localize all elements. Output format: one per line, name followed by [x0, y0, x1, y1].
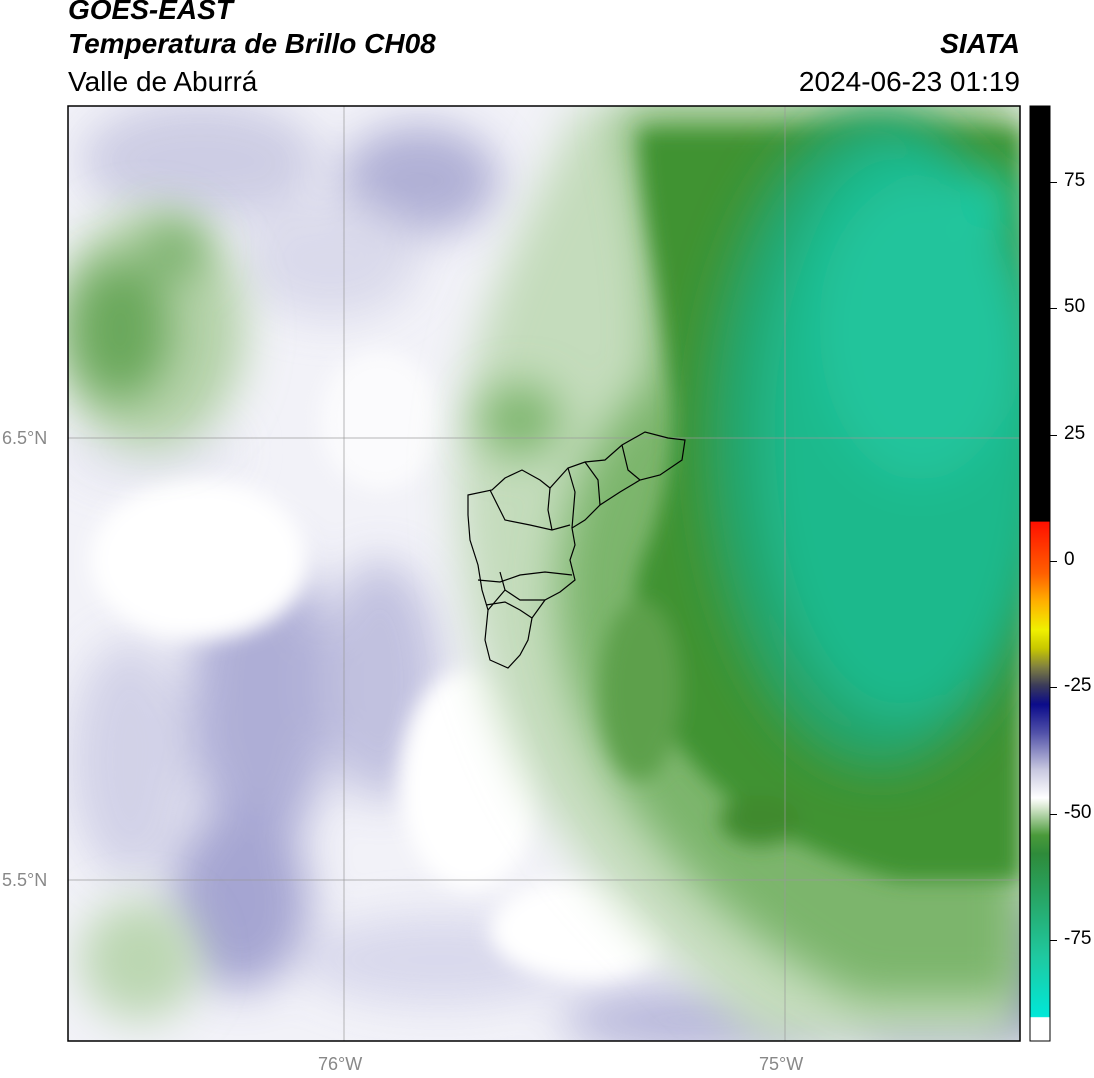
colorbar-tick-label: -25 [1064, 675, 1092, 697]
colorbar-tick-mark [1050, 560, 1057, 562]
colorbar-tick-label: 50 [1064, 296, 1086, 318]
lat-label-5-5: 5.5°N [2, 870, 48, 890]
title-line2: Temperatura de Brillo CH08 [68, 28, 436, 59]
lon-label-75w: 75°W [759, 1054, 804, 1074]
colorbar-tick-mark [1050, 939, 1057, 941]
brand-label: SIATA [940, 28, 1020, 59]
map-frame [67, 105, 1021, 1042]
colorbar-tick-label: 75 [1064, 169, 1086, 191]
colorbar [1030, 106, 1050, 1041]
lat-label-6-5: 6.5°N [2, 428, 48, 448]
colorbar-tick-mark [1050, 434, 1057, 436]
colorbar-tick-mark [1050, 687, 1057, 689]
brightness-temperature-field [68, 106, 1020, 1041]
colorbar-tick-label: 25 [1064, 422, 1086, 444]
colorbar-tick-mark [1050, 181, 1057, 183]
colorbar-tick-label: -50 [1064, 801, 1092, 823]
colorbar-tick-label: -75 [1064, 927, 1092, 949]
title-line1: GOES-EAST [68, 0, 233, 25]
colorbar-tick-label: 0 [1064, 548, 1075, 570]
colorbar-tick-mark [1050, 813, 1057, 815]
lon-label-76w: 76°W [318, 1054, 363, 1074]
timestamp: 2024-06-23 01:19 [798, 66, 1020, 97]
colorbar-tick-mark [1050, 308, 1057, 310]
region-subtitle: Valle de Aburrá [68, 66, 258, 97]
valle-de-aburra-outline [467, 431, 686, 669]
